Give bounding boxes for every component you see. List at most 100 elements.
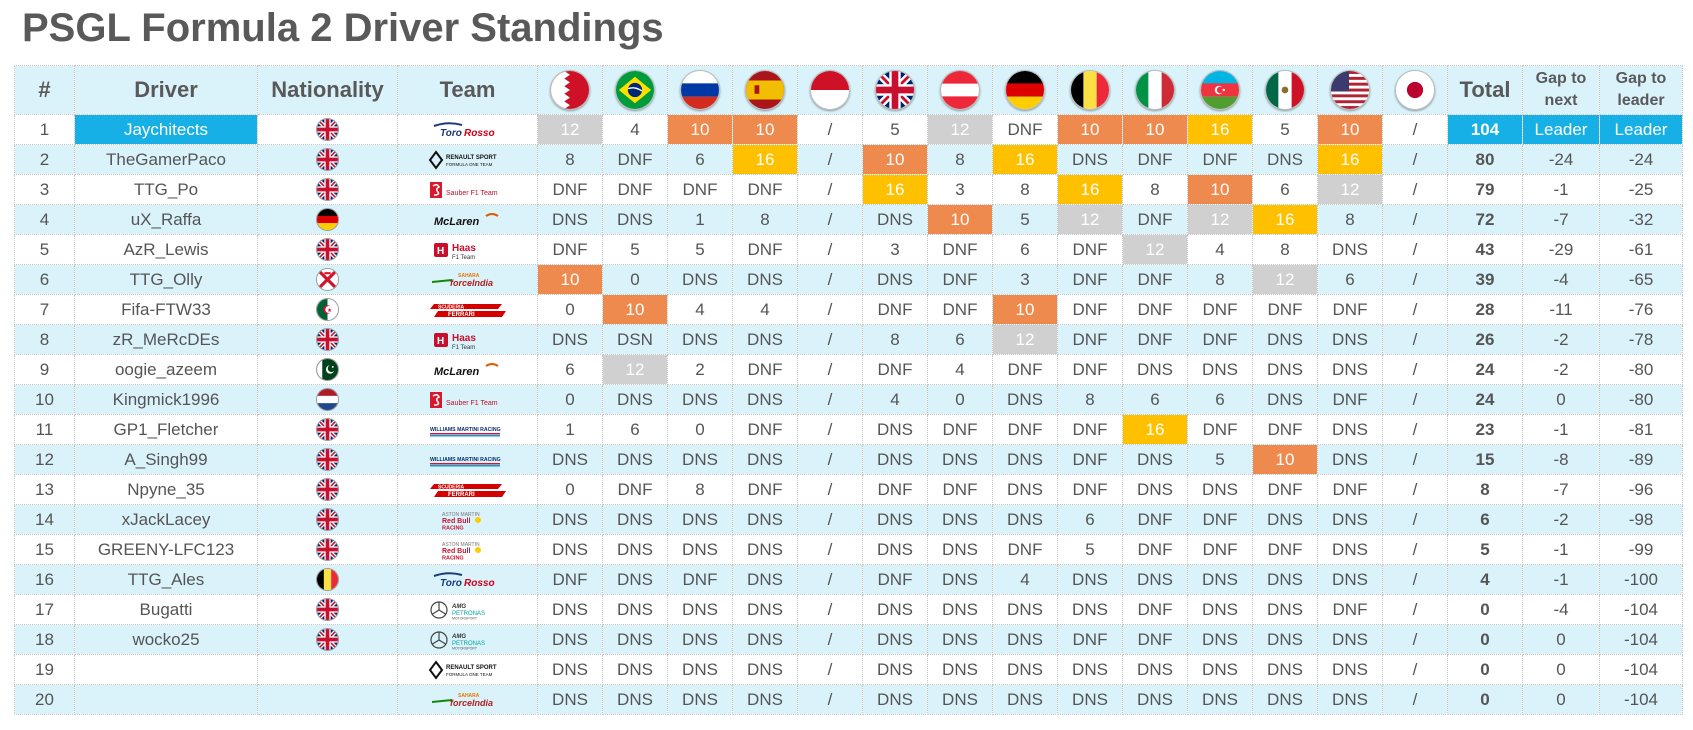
result-cell-japan: / bbox=[1382, 174, 1448, 205]
nationality-cell bbox=[257, 354, 398, 385]
result-cell-spain: DNF bbox=[732, 414, 798, 445]
result-cell-bahrain: DNS bbox=[537, 654, 603, 685]
result-cell-brazil: DNS bbox=[602, 654, 668, 685]
table-row: 9 oogie_azeem McLaren 6 12 2 DNF / DNF 4 DNF DNF DNS… bbox=[14, 354, 1683, 385]
result-cell-germany: DNS bbox=[992, 474, 1058, 505]
result-cell-germany: DNS bbox=[992, 594, 1058, 625]
total-points: 0 bbox=[1447, 624, 1523, 655]
result-cell-brazil: DNS bbox=[602, 594, 668, 625]
result-cell-brazil: 10 bbox=[602, 294, 668, 325]
result-cell-russia: 4 bbox=[667, 294, 733, 325]
header-race-monaco bbox=[797, 65, 863, 115]
driver-name: A_Singh99 bbox=[74, 444, 258, 475]
gap-to-next: -7 bbox=[1522, 474, 1600, 505]
nationality-cell bbox=[257, 534, 398, 565]
result-cell-monaco: / bbox=[797, 624, 863, 655]
driver-name: Jaychitects bbox=[74, 114, 258, 145]
result-cell-britain: DNS bbox=[862, 594, 928, 625]
result-cell-germany: DNS bbox=[992, 654, 1058, 685]
result-cell-brazil: 0 bbox=[602, 264, 668, 295]
result-cell-bahrain: DNF bbox=[537, 234, 603, 265]
result-cell-spain: DNS bbox=[732, 564, 798, 595]
nationality-cell bbox=[257, 414, 398, 445]
result-cell-spain: DNS bbox=[732, 384, 798, 415]
team-cell: H Haas F1 Team bbox=[397, 234, 538, 265]
result-cell-azerbaijan: 16 bbox=[1187, 114, 1253, 145]
result-cell-bahrain: DNS bbox=[537, 594, 603, 625]
result-cell-monaco: / bbox=[797, 234, 863, 265]
result-cell-italy: DNF bbox=[1122, 324, 1188, 355]
usa-flag-icon bbox=[1330, 70, 1370, 110]
result-cell-bahrain: 12 bbox=[537, 114, 603, 145]
result-cell-monaco: / bbox=[797, 534, 863, 565]
result-cell-austria: DNS bbox=[927, 624, 993, 655]
result-cell-britain: DNF bbox=[862, 474, 928, 505]
total-points: 104 bbox=[1447, 114, 1523, 145]
gap-to-leader: Leader bbox=[1599, 114, 1683, 145]
result-cell-belgium: DNS bbox=[1057, 564, 1123, 595]
result-cell-usa: DNS bbox=[1317, 444, 1383, 475]
result-cell-bahrain: DNS bbox=[537, 444, 603, 475]
result-cell-japan: / bbox=[1382, 144, 1448, 175]
table-row: 3 TTG_Po Sauber F1 Team DNF DNF DNF DNF/16 3 8 16… bbox=[14, 174, 1683, 205]
driver-name: GP1_Fletcher bbox=[74, 414, 258, 445]
result-cell-spain: DNS bbox=[732, 324, 798, 355]
gap-to-next: -1 bbox=[1522, 174, 1600, 205]
header-race-austria bbox=[927, 65, 993, 115]
svg-text:RENAULT SPORT: RENAULT SPORT bbox=[446, 155, 497, 161]
gap-to-next: -8 bbox=[1522, 444, 1600, 475]
result-cell-italy: DNS bbox=[1122, 474, 1188, 505]
gb-flag-icon bbox=[316, 238, 339, 261]
total-points: 4 bbox=[1447, 564, 1523, 595]
result-cell-japan: / bbox=[1382, 624, 1448, 655]
result-cell-azerbaijan: 6 bbox=[1187, 384, 1253, 415]
header-rank: # bbox=[14, 65, 75, 115]
result-cell-bahrain: DNS bbox=[537, 324, 603, 355]
result-cell-usa: DNS bbox=[1317, 534, 1383, 565]
svg-text:MOTORSPORT: MOTORSPORT bbox=[452, 646, 478, 650]
result-cell-azerbaijan: DNF bbox=[1187, 294, 1253, 325]
rank-cell: 12 bbox=[14, 444, 75, 475]
header-gap-to-leader: Gap to leader bbox=[1599, 65, 1683, 115]
pk-flag-icon bbox=[316, 358, 339, 381]
force-india-logo-icon: SAHARA forceIndia bbox=[428, 690, 508, 710]
result-cell-bahrain: DNS bbox=[537, 204, 603, 235]
nationality-cell bbox=[257, 474, 398, 505]
result-cell-britain: DNF bbox=[862, 354, 928, 385]
result-cell-monaco: / bbox=[797, 324, 863, 355]
svg-text:Haas: Haas bbox=[452, 333, 476, 344]
gap-to-leader: -98 bbox=[1599, 504, 1683, 535]
rank-cell: 10 bbox=[14, 384, 75, 415]
result-cell-mexico: DNS bbox=[1252, 324, 1318, 355]
header-race-azerbaijan bbox=[1187, 65, 1253, 115]
result-cell-bahrain: 0 bbox=[537, 384, 603, 415]
result-cell-belgium: 16 bbox=[1057, 174, 1123, 205]
result-cell-austria: 3 bbox=[927, 174, 993, 205]
rank-cell: 5 bbox=[14, 234, 75, 265]
result-cell-mexico: 16 bbox=[1252, 204, 1318, 235]
result-cell-britain: 10 bbox=[862, 144, 928, 175]
result-cell-britain: DNS bbox=[862, 504, 928, 535]
gb-flag-icon bbox=[316, 508, 339, 531]
header-race-belgium bbox=[1057, 65, 1123, 115]
gap-to-leader: -76 bbox=[1599, 294, 1683, 325]
total-points: 39 bbox=[1447, 264, 1523, 295]
gap-to-leader: -104 bbox=[1599, 684, 1683, 715]
result-cell-bahrain: DNS bbox=[537, 624, 603, 655]
gap-to-next: 0 bbox=[1522, 684, 1600, 715]
table-row: 16 TTG_Ales Toro Rosso DNF DNS DNF DNS / DNF DNS 4 D… bbox=[14, 564, 1683, 595]
ferrari-logo-icon: SCUDERIA FERRARI bbox=[428, 480, 508, 500]
driver-name: Fifa-FTW33 bbox=[74, 294, 258, 325]
rank-cell: 3 bbox=[14, 174, 75, 205]
page-title: PSGL Formula 2 Driver Standings bbox=[22, 6, 664, 50]
result-cell-germany: 12 bbox=[992, 324, 1058, 355]
result-cell-mexico: DNS bbox=[1252, 594, 1318, 625]
svg-text:SAHARA: SAHARA bbox=[458, 693, 480, 699]
result-cell-germany: 4 bbox=[992, 564, 1058, 595]
rank-cell: 6 bbox=[14, 264, 75, 295]
williams-logo-icon: WILLIAMS MARTINI RACING bbox=[428, 420, 508, 440]
team-cell: H Haas F1 Team bbox=[397, 324, 538, 355]
gb-flag-icon bbox=[316, 478, 339, 501]
result-cell-azerbaijan: 10 bbox=[1187, 174, 1253, 205]
result-cell-usa: 10 bbox=[1317, 114, 1383, 145]
